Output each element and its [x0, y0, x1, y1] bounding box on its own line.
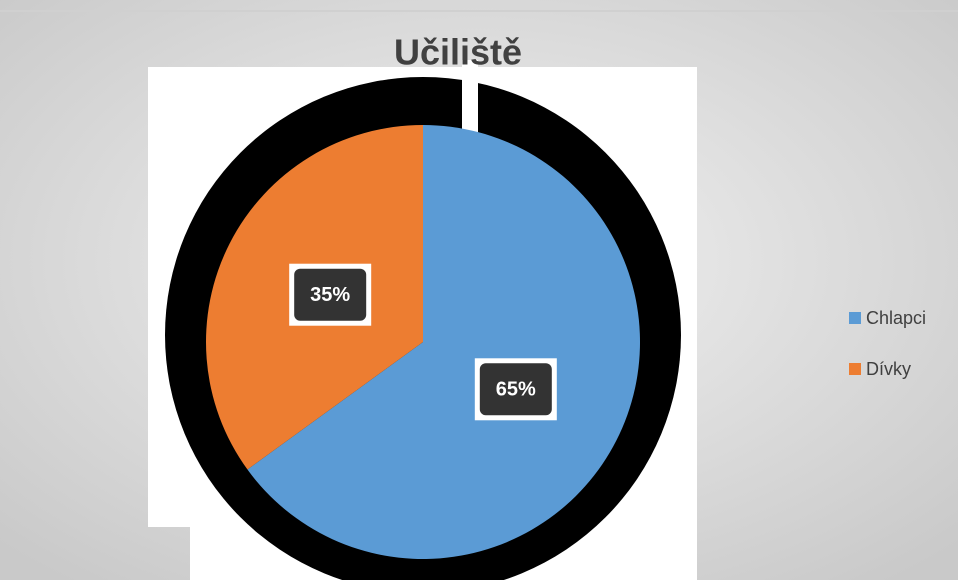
legend-label: Dívky	[866, 359, 911, 379]
data-label: 35%	[310, 284, 350, 306]
legend-swatch	[849, 312, 861, 324]
data-label: 65%	[496, 379, 536, 401]
pie	[206, 125, 641, 560]
chart-title: Učiliště	[394, 32, 522, 73]
legend-swatch	[849, 363, 861, 375]
data-label-box	[294, 268, 367, 321]
legend-label: Chlapci	[866, 308, 926, 328]
pie-slice	[247, 125, 641, 560]
shadow-gap	[462, 60, 478, 150]
data-label-box	[479, 363, 552, 416]
